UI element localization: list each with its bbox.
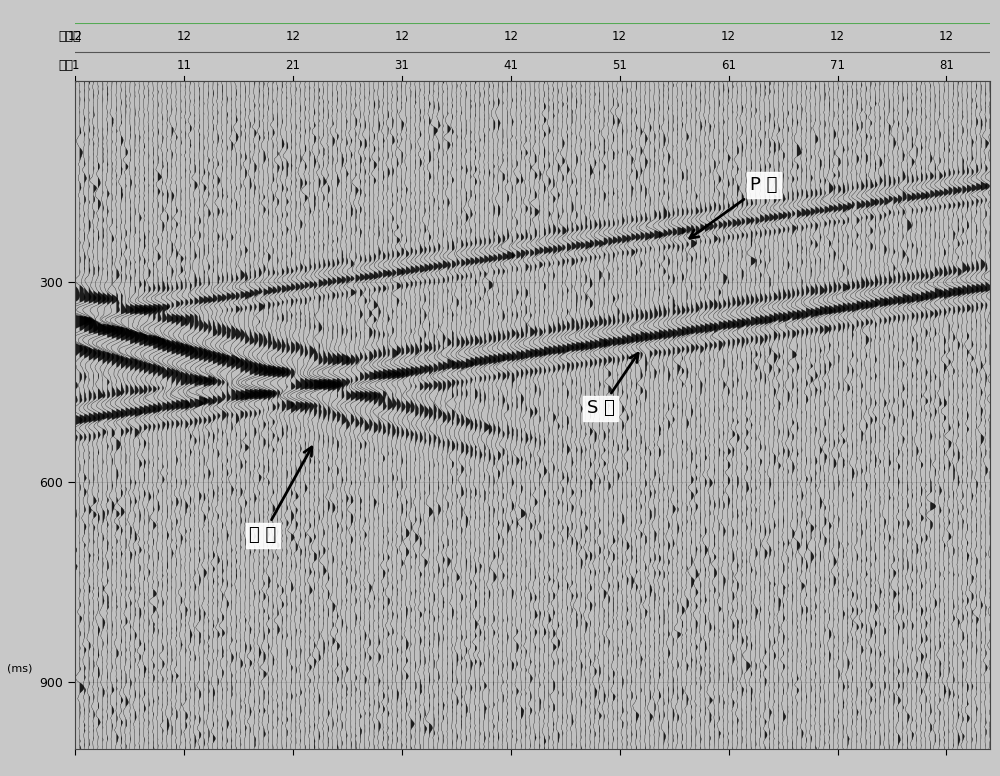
Text: 12: 12 [68, 29, 82, 43]
Text: 12: 12 [503, 29, 518, 43]
Text: 61: 61 [721, 59, 736, 72]
Text: 12: 12 [830, 29, 845, 43]
Text: 81: 81 [939, 59, 954, 72]
Text: P 波: P 波 [690, 176, 778, 238]
Text: 槽 波: 槽 波 [249, 447, 312, 544]
Text: 12: 12 [721, 29, 736, 43]
Text: 道号: 道号 [59, 59, 74, 72]
Text: 31: 31 [394, 59, 409, 72]
Text: (ms): (ms) [7, 663, 33, 674]
Text: 文件号: 文件号 [59, 29, 81, 43]
Text: 12: 12 [285, 29, 300, 43]
Text: 71: 71 [830, 59, 845, 72]
Text: 12: 12 [612, 29, 627, 43]
Text: S 波: S 波 [587, 353, 638, 417]
Text: 41: 41 [503, 59, 518, 72]
Text: 21: 21 [285, 59, 300, 72]
Text: 1: 1 [71, 59, 79, 72]
Text: 51: 51 [612, 59, 627, 72]
Text: 11: 11 [176, 59, 191, 72]
Text: 12: 12 [939, 29, 954, 43]
Text: 12: 12 [176, 29, 191, 43]
Text: 12: 12 [394, 29, 409, 43]
